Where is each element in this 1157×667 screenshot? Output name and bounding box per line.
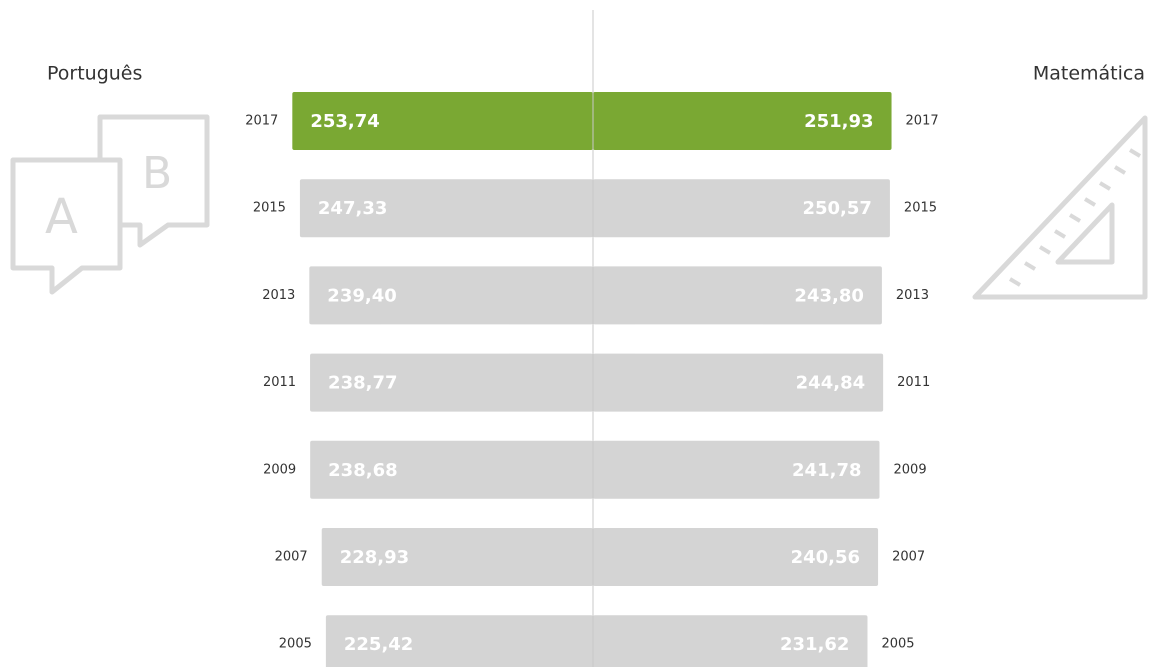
bar	[593, 92, 892, 150]
value-label: 231,62	[780, 634, 849, 655]
bar	[593, 528, 879, 586]
bar	[593, 440, 880, 499]
left-series-title: Português	[47, 63, 142, 85]
bar	[325, 615, 593, 667]
right-series-title: Matemática	[1033, 63, 1145, 85]
value-label: 250,57	[802, 198, 871, 219]
value-label: 238,68	[328, 460, 397, 481]
year-label: 2005	[279, 637, 312, 652]
value-label: 240,56	[791, 547, 860, 568]
year-label: 2017	[906, 114, 939, 129]
year-label: 2009	[894, 462, 927, 477]
value-label: 225,42	[344, 634, 413, 655]
bar	[593, 179, 890, 238]
value-label: 238,77	[328, 373, 397, 394]
value-label: 251,93	[804, 111, 873, 132]
year-label: 2009	[263, 462, 296, 477]
bar	[593, 353, 884, 412]
year-label: 2007	[275, 550, 308, 565]
bar	[310, 440, 593, 499]
value-label: 243,80	[794, 285, 863, 306]
value-label: 244,84	[796, 373, 865, 394]
icon-letter-a: A	[45, 189, 78, 245]
value-label: 247,33	[318, 198, 387, 219]
value-label: 253,74	[310, 111, 379, 132]
year-label: 2011	[263, 375, 296, 390]
value-label: 241,78	[792, 460, 861, 481]
bar	[593, 615, 868, 667]
bar	[310, 353, 593, 412]
bar	[321, 528, 593, 586]
year-label: 2015	[904, 201, 937, 216]
year-label: 2017	[245, 114, 278, 129]
value-label: 228,93	[340, 547, 409, 568]
value-label: 239,40	[327, 285, 396, 306]
bar	[593, 266, 882, 325]
bar	[292, 92, 593, 150]
year-label: 2011	[897, 375, 930, 390]
year-label: 2007	[892, 550, 925, 565]
ruler-icon	[972, 115, 1148, 300]
year-label: 2013	[896, 288, 929, 303]
year-label: 2013	[262, 288, 295, 303]
abc-icon: A B	[10, 114, 210, 295]
bar	[299, 179, 593, 238]
bar	[309, 266, 593, 325]
year-label: 2005	[881, 637, 914, 652]
icon-letter-b: B	[142, 148, 172, 199]
year-label: 2015	[253, 201, 286, 216]
